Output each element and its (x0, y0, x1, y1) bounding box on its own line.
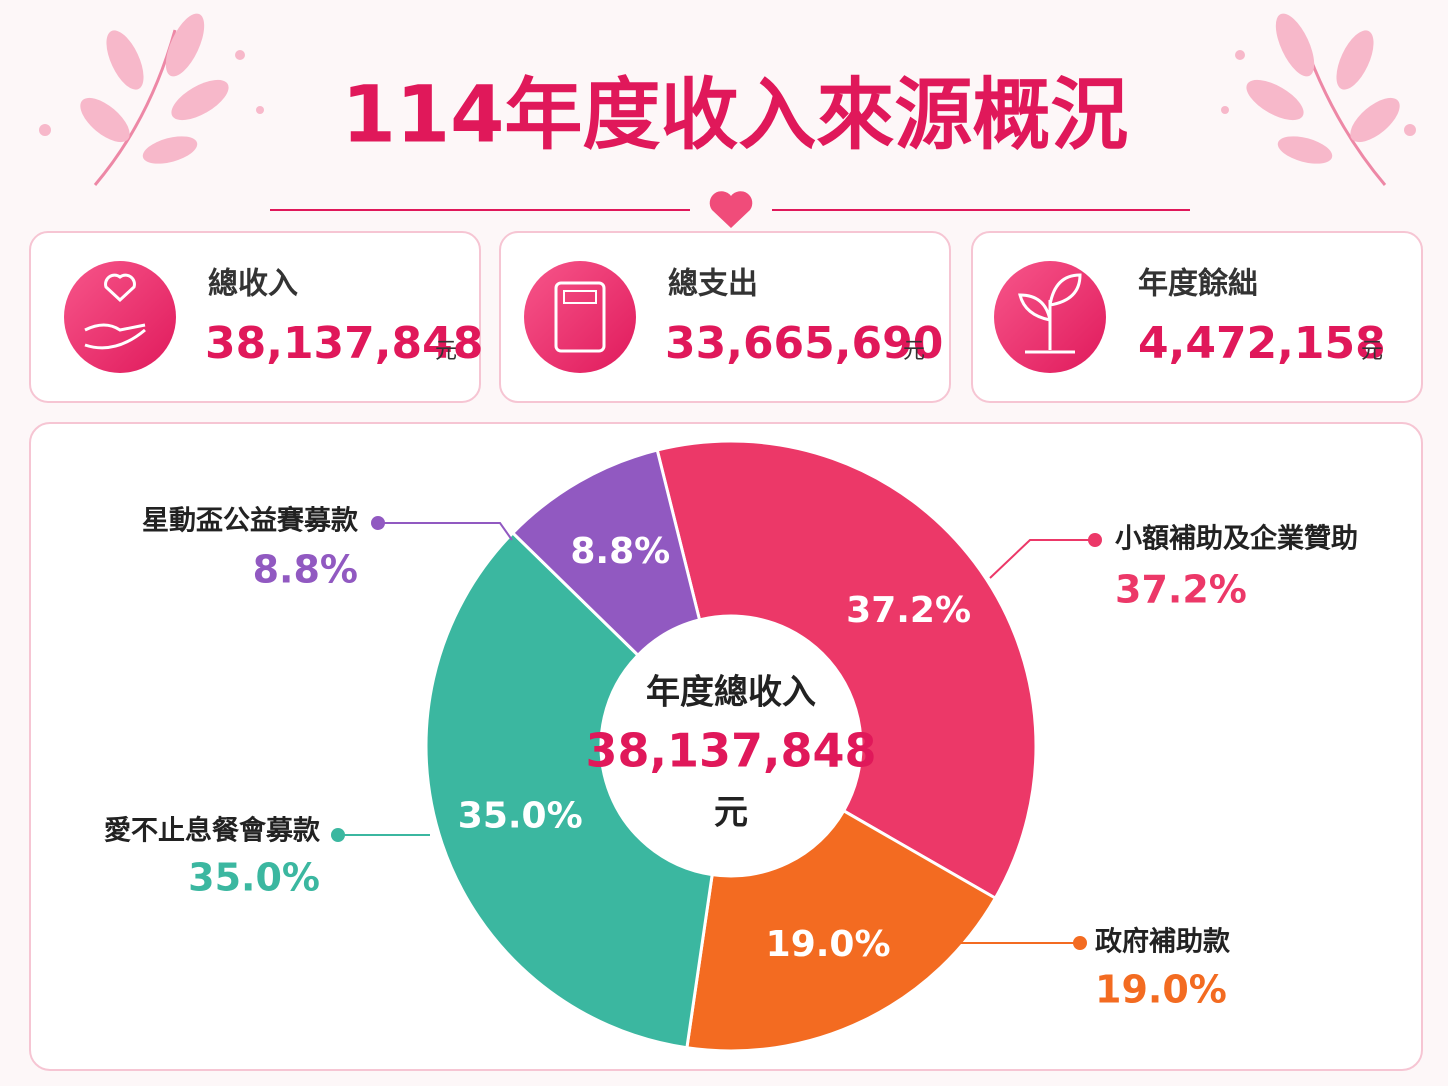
card-label: 總支出 (668, 267, 758, 302)
leaf-decoration-right (1221, 13, 1416, 186)
card-value: 4,472,158 (1138, 318, 1386, 369)
card-value: 33,665,690 (665, 318, 943, 369)
card-unit: 元 (435, 339, 457, 364)
heart-icon (709, 191, 753, 228)
card-label: 年度餘絀 (1138, 267, 1258, 302)
center-label: 年度總收入 (646, 673, 816, 713)
legend-value: 35.0% (188, 856, 320, 900)
callout-dot (1088, 533, 1102, 547)
card-label: 總收入 (208, 267, 298, 302)
page-title: 114年度收入來源概況 (342, 70, 1129, 160)
callout-dot (1073, 936, 1087, 950)
chart-panel (29, 422, 1423, 1071)
legend-value: 37.2% (1115, 568, 1247, 612)
card-unit: 元 (903, 339, 925, 364)
slice-label: 8.8% (570, 531, 670, 572)
stat-card: 年度餘絀 4,472,158 元 (971, 231, 1423, 403)
card-unit: 元 (1361, 339, 1383, 364)
legend-label: 政府補助款 (1095, 926, 1231, 958)
center-value: 38,137,848 (585, 724, 876, 778)
center-unit: 元 (714, 793, 748, 833)
donut-slice (655, 439, 1038, 901)
legend-label: 愛不止息餐會募款 (104, 815, 321, 847)
callout-line (989, 539, 1095, 579)
callout-dot (371, 516, 385, 530)
card-value: 38,137,848 (205, 318, 483, 369)
legend-value: 8.8% (253, 548, 358, 592)
legend-label: 星動盃公益賽募款 (142, 505, 359, 537)
slice-label: 19.0% (766, 924, 891, 965)
donut-slice (424, 530, 714, 1050)
donut-slice (510, 448, 702, 658)
leaf-decoration-left (39, 13, 264, 186)
stat-card: 總收入 38,137,848 元 (29, 231, 483, 403)
stat-card: 總支出 33,665,690 元 (499, 231, 951, 403)
donut-slice (685, 808, 998, 1053)
slice-label: 35.0% (458, 795, 583, 836)
callout-dot (331, 828, 345, 842)
donut-chart (424, 439, 1038, 1053)
callout-line (378, 522, 513, 541)
slice-label: 37.2% (846, 590, 971, 631)
legend-value: 19.0% (1095, 968, 1227, 1012)
legend-label: 小額補助及企業贊助 (1115, 523, 1358, 555)
